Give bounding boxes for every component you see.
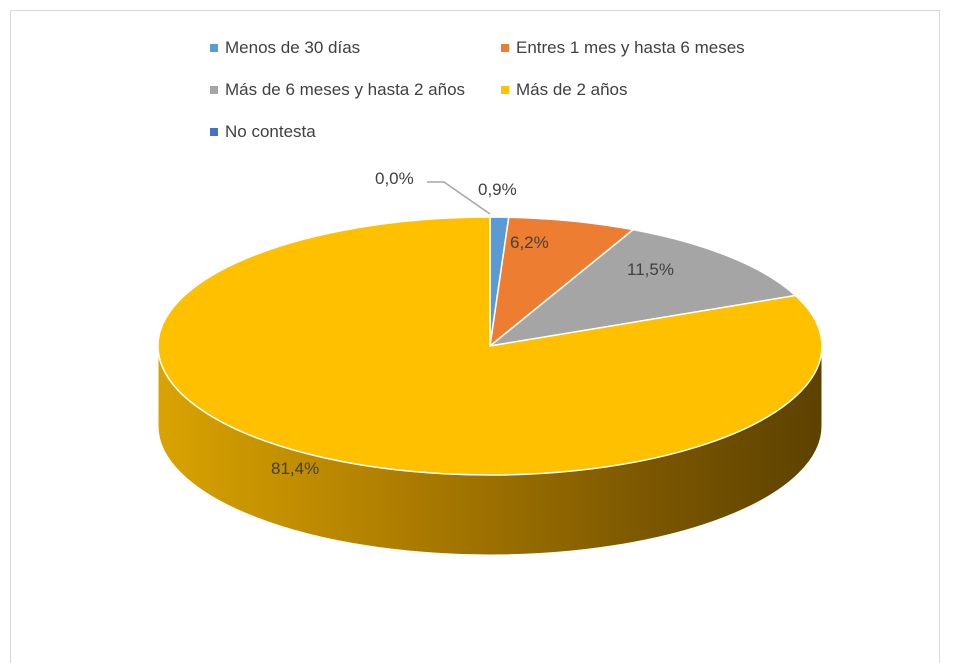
legend-label: Menos de 30 días [225, 38, 361, 57]
pie-slice-2 [487, 228, 798, 348]
data-label-4: 0,0% [375, 169, 414, 188]
legend-item-mas-2-anos: Más de 2 años [501, 78, 628, 102]
legend-swatch [210, 44, 218, 52]
legend-item-menos-30-dias: Menos de 30 días [210, 36, 360, 60]
legend-label: Más de 2 años [516, 80, 628, 99]
pie-slice-1 [488, 216, 635, 348]
leader-line [427, 181, 491, 215]
legend-swatch [501, 86, 509, 94]
data-label-3: 81,4% [271, 459, 319, 478]
legend-swatch [501, 44, 509, 52]
legend-label: Más de 6 meses y hasta 2 años [225, 80, 466, 99]
pie-slice-3 [157, 216, 823, 476]
data-label-1: 6,2% [510, 233, 549, 252]
legend-label: Entres 1 mes y hasta 6 meses [516, 38, 745, 57]
legend-item-6-meses-a-2-anos: Más de 6 meses y hasta 2 años [210, 78, 465, 102]
legend-label: No contesta [225, 122, 316, 141]
legend-swatch [210, 86, 218, 94]
legend: Menos de 30 días Entres 1 mes y hasta 6 … [0, 0, 956, 160]
legend-item-no-contesta: No contesta [210, 120, 316, 144]
legend-swatch [210, 128, 218, 136]
data-label-2: 11,5% [627, 260, 674, 279]
legend-item-1-a-6-meses: Entres 1 mes y hasta 6 meses [501, 36, 745, 60]
data-label-0: 0,9% [478, 180, 517, 199]
